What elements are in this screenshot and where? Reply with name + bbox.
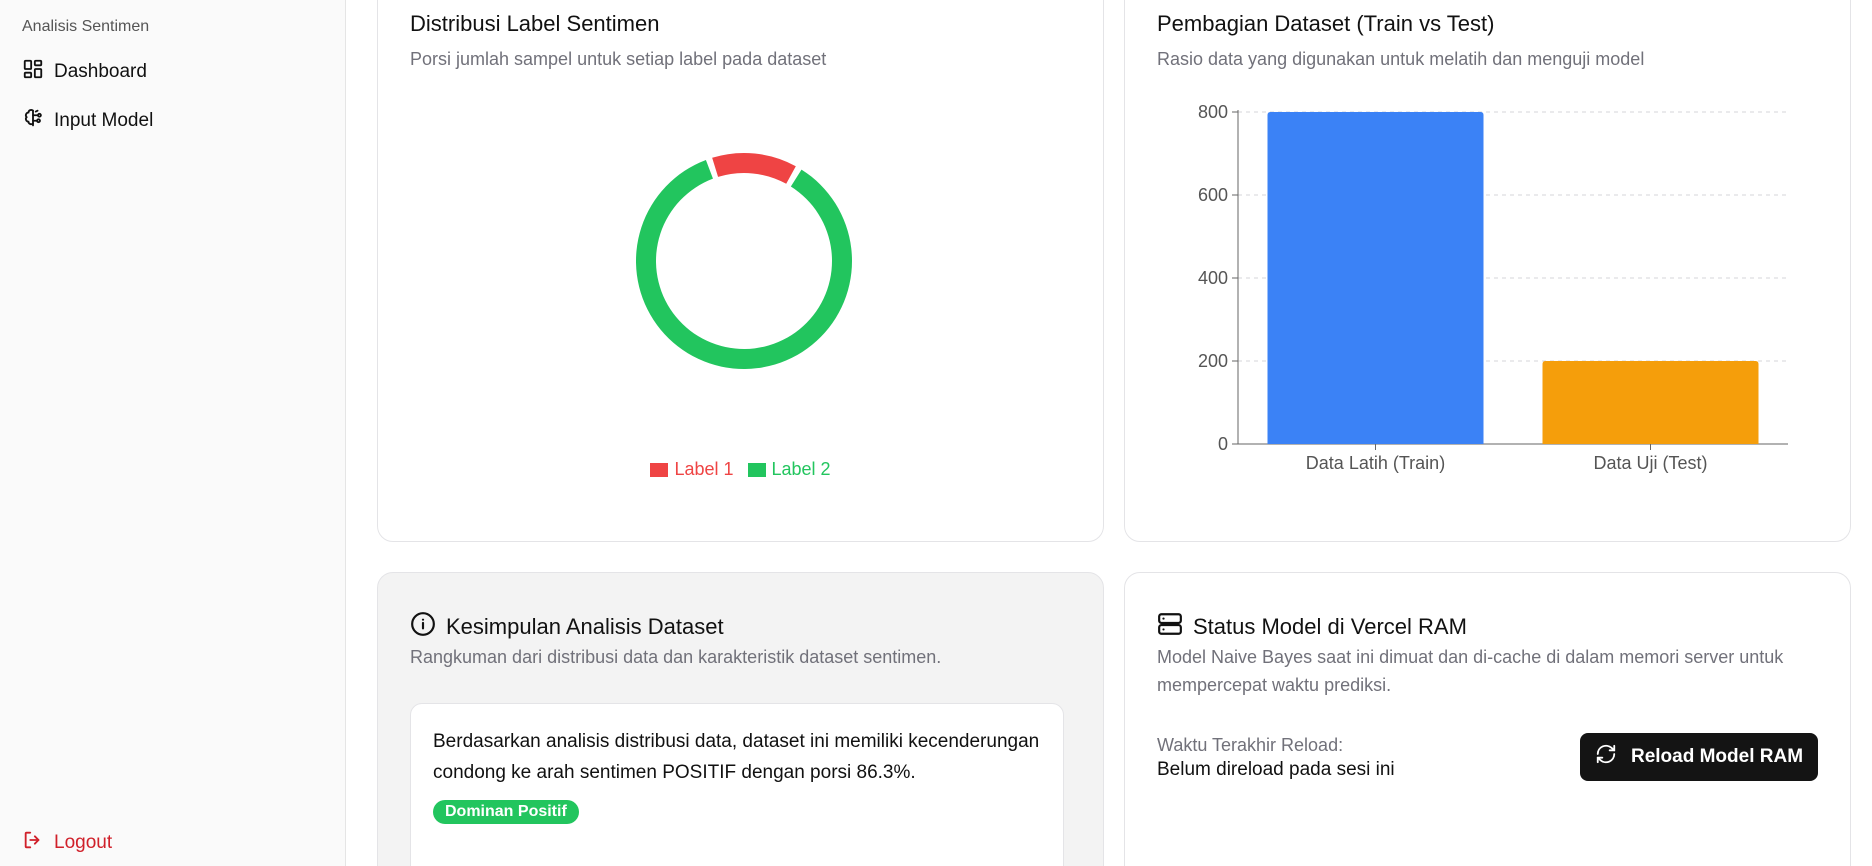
y-tick-label: 400	[1198, 268, 1228, 288]
card-title-row: Status Model di Vercel RAM	[1157, 611, 1467, 643]
logout-button[interactable]: Logout	[22, 829, 112, 857]
legend-swatch	[650, 462, 669, 477]
brain-icon	[22, 107, 44, 135]
card-subtitle: Model Naive Bayes saat ini dimuat dan di…	[1157, 647, 1784, 695]
y-tick-label: 600	[1198, 185, 1228, 205]
sidebar-item-label: Input Model	[54, 110, 154, 131]
sidebar: Analisis Sentimen Dashboard Input Model …	[0, 0, 346, 866]
legend-item-label-1[interactable]: Label 1	[650, 459, 734, 480]
card-title: Kesimpulan Analisis Dataset	[446, 614, 724, 639]
reload-time-label: Waktu Terakhir Reload:	[1157, 735, 1344, 755]
y-tick-label: 0	[1218, 434, 1228, 454]
legend-label: Label 1	[674, 459, 734, 479]
bar-2[interactable]	[1542, 361, 1759, 444]
reload-model-button[interactable]: Reload Model RAM	[1580, 733, 1818, 781]
card-title: Status Model di Vercel RAM	[1193, 614, 1467, 639]
card-title: Pembagian Dataset (Train vs Test)	[1157, 11, 1495, 36]
logout-label: Logout	[54, 832, 113, 853]
card-subtitle: Rasio data yang digunakan untuk melatih …	[1157, 49, 1645, 69]
y-tick-label: 200	[1198, 351, 1228, 371]
legend-label: Label 2	[771, 459, 831, 479]
legend-swatch	[747, 462, 766, 477]
sidebar-item-input-model[interactable]: Input Model	[22, 107, 153, 135]
x-tick-label: Data Latih (Train)	[1306, 453, 1445, 473]
summary-box: Berdasarkan analisis distribusi data, da…	[410, 703, 1064, 866]
card-title: Distribusi Label Sentimen	[410, 11, 660, 36]
card-subtitle: Porsi jumlah sampel untuk setiap label p…	[410, 49, 827, 69]
server-icon	[1157, 611, 1183, 643]
sidebar-item-dashboard[interactable]: Dashboard	[22, 58, 147, 86]
dataset-summary-card: Kesimpulan Analisis Dataset Rangkuman da…	[377, 572, 1104, 866]
card-subtitle: Rangkuman dari distribusi data dan karak…	[410, 647, 942, 667]
bar-chart: 0 200 400 600 800 Data Latih (Train) Data Uji …	[1198, 102, 1788, 473]
legend-item-label-2[interactable]: Label 2	[747, 459, 831, 480]
label-distribution-card: Distribusi Label Sentimen Porsi jumlah s…	[377, 0, 1104, 542]
sidebar-item-label: Dashboard	[54, 61, 147, 82]
donut-slice-2[interactable]	[636, 159, 852, 369]
dashboard-icon	[22, 58, 44, 86]
bar-1[interactable]	[1267, 112, 1484, 444]
donut-chart	[636, 153, 852, 369]
info-icon	[410, 611, 436, 643]
logout-icon	[22, 829, 44, 857]
refresh-icon	[1595, 743, 1617, 771]
reload-time-value: Belum direload pada sesi ini	[1157, 759, 1395, 780]
card-title-row: Kesimpulan Analisis Dataset	[410, 611, 724, 643]
dataset-split-card: Pembagian Dataset (Train vs Test) Rasio …	[1124, 0, 1851, 542]
y-tick-label: 800	[1198, 102, 1228, 122]
sidebar-brand: Analisis Sentimen	[22, 18, 150, 35]
reload-button-label: Reload Model RAM	[1630, 746, 1804, 767]
model-status-card: Status Model di Vercel RAM Model Naive B…	[1124, 572, 1851, 866]
donut-slice-1[interactable]	[712, 153, 796, 184]
summary-text: Berdasarkan analisis distribusi data, da…	[433, 731, 1040, 783]
x-tick-label: Data Uji (Test)	[1593, 453, 1707, 473]
chart-legend: Label 1 Label 2	[378, 459, 1103, 480]
status-badge: Dominan Positif	[433, 800, 579, 824]
